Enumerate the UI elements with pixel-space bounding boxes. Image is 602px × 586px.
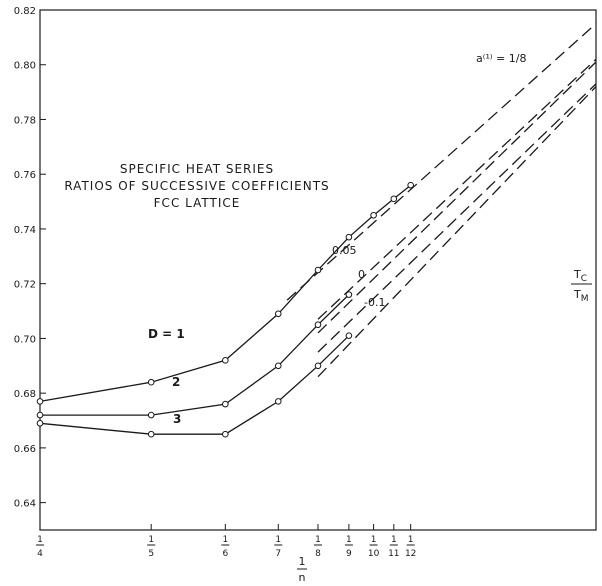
y-tick-label: 0.76 (14, 170, 36, 181)
y-tick-label: 0.70 (14, 334, 36, 345)
y-tick-label: 0.72 (14, 280, 36, 291)
y-tick-label: 0.68 (14, 389, 36, 400)
x-tick-denominator: 8 (315, 549, 321, 559)
y-axis-label-denominator: TM (573, 288, 589, 304)
x-tick-numerator: 1 (346, 535, 352, 545)
data-point-series-1 (274, 310, 282, 318)
data-point-series-3 (274, 398, 282, 405)
x-tick-numerator: 1 (275, 535, 281, 545)
x-tick-denominator: 12 (405, 549, 416, 559)
data-point-series-2 (147, 411, 155, 419)
extrapolation-labels: a⁽¹⁾ = 1/8 0.05 0 -0.1 (332, 52, 526, 309)
data-point-series-3 (147, 430, 155, 438)
data-point-series-3 (222, 430, 229, 438)
chart-title: SPECIFIC HEAT SERIES RATIOS OF SUCCESSIV… (64, 162, 329, 210)
data-point-series-2 (345, 291, 353, 298)
extrapolation-line-3 (317, 83, 597, 353)
data-point-series-1 (390, 195, 398, 203)
x-tick-denominator: 5 (148, 549, 154, 559)
x-axis-label-denominator: n (299, 571, 306, 584)
data-point-series-1 (370, 211, 377, 219)
x-tick-numerator: 1 (222, 535, 228, 545)
extrapolation-line-1 (317, 58, 597, 320)
extrapolation-line-2 (317, 61, 597, 334)
series-line-1 (39, 184, 412, 403)
extrapolation-label-005: 0.05 (332, 244, 357, 257)
x-tick-denominator: 9 (346, 549, 352, 559)
x-tick-numerator: 1 (37, 535, 43, 545)
title-line-3: FCC LATTICE (154, 196, 241, 210)
data-point-series-1 (36, 398, 44, 405)
x-tick-denominator: 4 (37, 549, 43, 559)
x-tick-numerator: 1 (408, 535, 414, 545)
x-tick-numerator: 1 (371, 535, 377, 545)
title-line-2: RATIOS OF SUCCESSIVE COEFFICIENTS (64, 179, 329, 193)
data-point-series-3 (36, 419, 44, 427)
data-point-series-3 (345, 332, 353, 339)
extrapolation-line-0 (286, 23, 597, 301)
y-tick-label: 0.80 (14, 61, 36, 72)
series-lines (39, 184, 412, 435)
y-axis-label: TC TM (571, 268, 592, 304)
data-point-series-1 (345, 233, 353, 241)
data-point-series-1 (407, 181, 414, 189)
series-label-d1: D = 1 (148, 327, 185, 341)
x-tick-denominator: 6 (222, 549, 228, 559)
x-axis-label: 1 n (297, 555, 307, 584)
series-label-d2: 2 (172, 375, 180, 389)
series-labels: D = 1 2 3 (148, 327, 185, 426)
series-line-2 (40, 294, 350, 416)
x-tick-denominator: 11 (388, 549, 399, 559)
x-tick-denominator: 7 (275, 549, 281, 559)
extrapolation-label-a1: a⁽¹⁾ = 1/8 (476, 52, 526, 65)
extrapolation-label-0: 0 (358, 268, 365, 281)
data-point-series-2 (222, 400, 229, 408)
data-point-series-2 (36, 411, 44, 419)
y-tick-label: 0.74 (14, 225, 36, 236)
data-point-series-1 (222, 357, 229, 364)
y-tick-label: 0.78 (14, 115, 36, 126)
extrapolation-line-4 (317, 86, 597, 378)
y-tick-label: 0.66 (14, 444, 36, 455)
x-tick-numerator: 1 (315, 535, 321, 545)
data-point-series-2 (314, 321, 322, 329)
series-line-3 (39, 335, 350, 435)
x-tick-numerator: 1 (148, 535, 154, 545)
x-tick-denominator: 10 (368, 549, 380, 559)
y-axis-ticks: 0.64 0.66 0.68 0.70 0.72 0.74 0.76 0.78 0.80 0.82 (14, 6, 46, 510)
y-tick-label: 0.82 (14, 6, 36, 17)
data-point-series-2 (274, 362, 282, 370)
data-point-series-1 (147, 378, 155, 386)
y-axis-label-numerator: TC (573, 268, 587, 284)
data-point-series-1 (314, 266, 322, 274)
data-points (36, 181, 414, 438)
extrapolation-label-minus01: -0.1 (364, 296, 385, 309)
data-point-series-3 (314, 362, 322, 370)
series-label-d3: 3 (173, 412, 181, 426)
extrapolation-lines (286, 23, 597, 378)
title-line-1: SPECIFIC HEAT SERIES (120, 162, 274, 176)
y-tick-label: 0.64 (14, 499, 36, 510)
x-axis-label-numerator: 1 (299, 555, 306, 568)
x-tick-numerator: 1 (391, 535, 397, 545)
